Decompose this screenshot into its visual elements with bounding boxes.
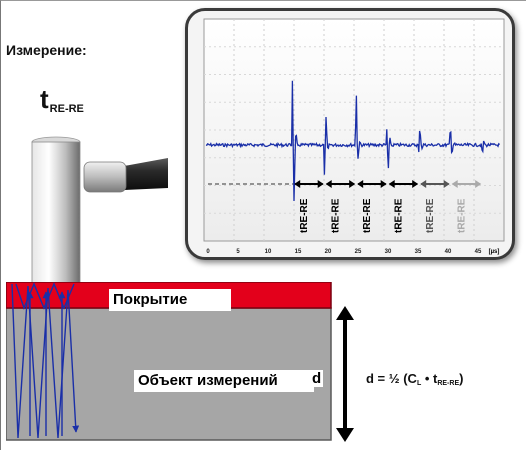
- time-interval-arrow: [325, 180, 356, 188]
- transducer-probe: [31, 136, 168, 288]
- x-unit-label: [µs]: [489, 249, 500, 255]
- probe-body: [31, 141, 81, 288]
- x-tick-label: 10: [265, 249, 272, 255]
- pulse-labels: tRE-RE tRE-RE tRE-RE tRE-RE tRE-RE tRE-RE: [299, 198, 468, 233]
- measurement-heading: Измерение:: [6, 42, 87, 58]
- pulse-label: tRE-RE: [394, 198, 405, 233]
- thickness-symbol: d: [310, 370, 324, 387]
- echo-trace: [205, 80, 501, 202]
- thickness-formula: d = ½ (CL • tRE-RE): [366, 371, 464, 387]
- coating-label: Покрытие: [109, 289, 231, 311]
- time-symbol: tRE-RE: [40, 86, 84, 118]
- object-label: Объект измерений: [134, 370, 314, 392]
- x-tick-label: 45: [475, 249, 482, 255]
- scope-grid: [204, 19, 504, 241]
- time-symbol-main: t: [40, 84, 49, 114]
- time-interval-arrow: [420, 180, 450, 188]
- pulse-label: tRE-RE: [425, 198, 436, 233]
- probe-connector: [83, 161, 127, 193]
- x-tick-label: 25: [355, 249, 362, 255]
- wave-paths: [11, 282, 80, 439]
- pulse-label: tRE-RE: [362, 198, 373, 233]
- x-tick-label: 0: [206, 249, 210, 255]
- time-interval-arrow: [451, 180, 482, 188]
- thickness-indicator: [336, 306, 354, 442]
- oscilloscope-panel: tRE-RE tRE-RE tRE-RE tRE-RE tRE-RE tRE-RE 0 5 1…: [185, 8, 515, 260]
- formula-prefix: d = ½ (C: [366, 371, 417, 386]
- x-tick-label: 35: [415, 249, 422, 255]
- oscilloscope-svg: tRE-RE tRE-RE tRE-RE tRE-RE tRE-RE tRE-RE 0 5 1…: [203, 18, 505, 255]
- pulse-label: tRE-RE: [331, 198, 342, 233]
- x-tick-label: 20: [325, 249, 332, 255]
- formula-c-subscript: L: [416, 380, 422, 387]
- x-tick-label: 15: [295, 249, 302, 255]
- pulse-label: tRE-RE: [299, 198, 310, 233]
- x-tick-label: 30: [385, 249, 392, 255]
- x-tick-label: 5: [236, 249, 240, 255]
- formula-suffix: ): [459, 371, 464, 386]
- time-arrows: [208, 180, 482, 188]
- probe-cable: [124, 158, 168, 190]
- formula-t-subscript: RE-RE: [437, 380, 460, 387]
- time-interval-arrow: [388, 180, 419, 188]
- x-tick-label: 40: [445, 249, 452, 255]
- time-interval-arrow: [357, 180, 387, 188]
- pulse-label: tRE-RE: [457, 198, 468, 233]
- time-interval-arrow: [294, 180, 324, 188]
- formula-middle: • t: [421, 371, 438, 386]
- x-tick-labels: 0 5 10 15 20 25 30 35 40 45 [µs]: [206, 249, 499, 255]
- time-symbol-subscript: RE-RE: [49, 103, 84, 115]
